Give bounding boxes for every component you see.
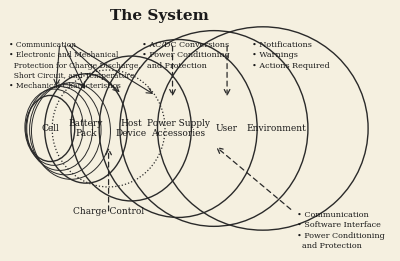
Text: Battery
Pack: Battery Pack [69,119,103,138]
Text: The System: The System [110,9,209,23]
Text: Environment: Environment [246,124,306,133]
Text: • Communication
• Software Interface
• Power Conditioning
  and Protection: • Communication • Software Interface • P… [297,211,384,250]
Text: Charge Control: Charge Control [73,207,144,216]
Text: • Notifications
• Warnings
• Actions Required: • Notifications • Warnings • Actions Req… [252,41,329,70]
Text: • Communication
• Electronic and Mechanical
  Protection for Charge Discharge,
 : • Communication • Electronic and Mechani… [9,41,141,90]
Text: User: User [216,124,238,133]
Text: Cell: Cell [42,124,59,133]
Text: • AC/DC Conversions
• Power Conditioning
  and Protection: • AC/DC Conversions • Power Conditioning… [142,41,230,70]
Text: Host
Device: Host Device [116,119,147,138]
Text: Power Supply
Accessories: Power Supply Accessories [147,119,210,138]
